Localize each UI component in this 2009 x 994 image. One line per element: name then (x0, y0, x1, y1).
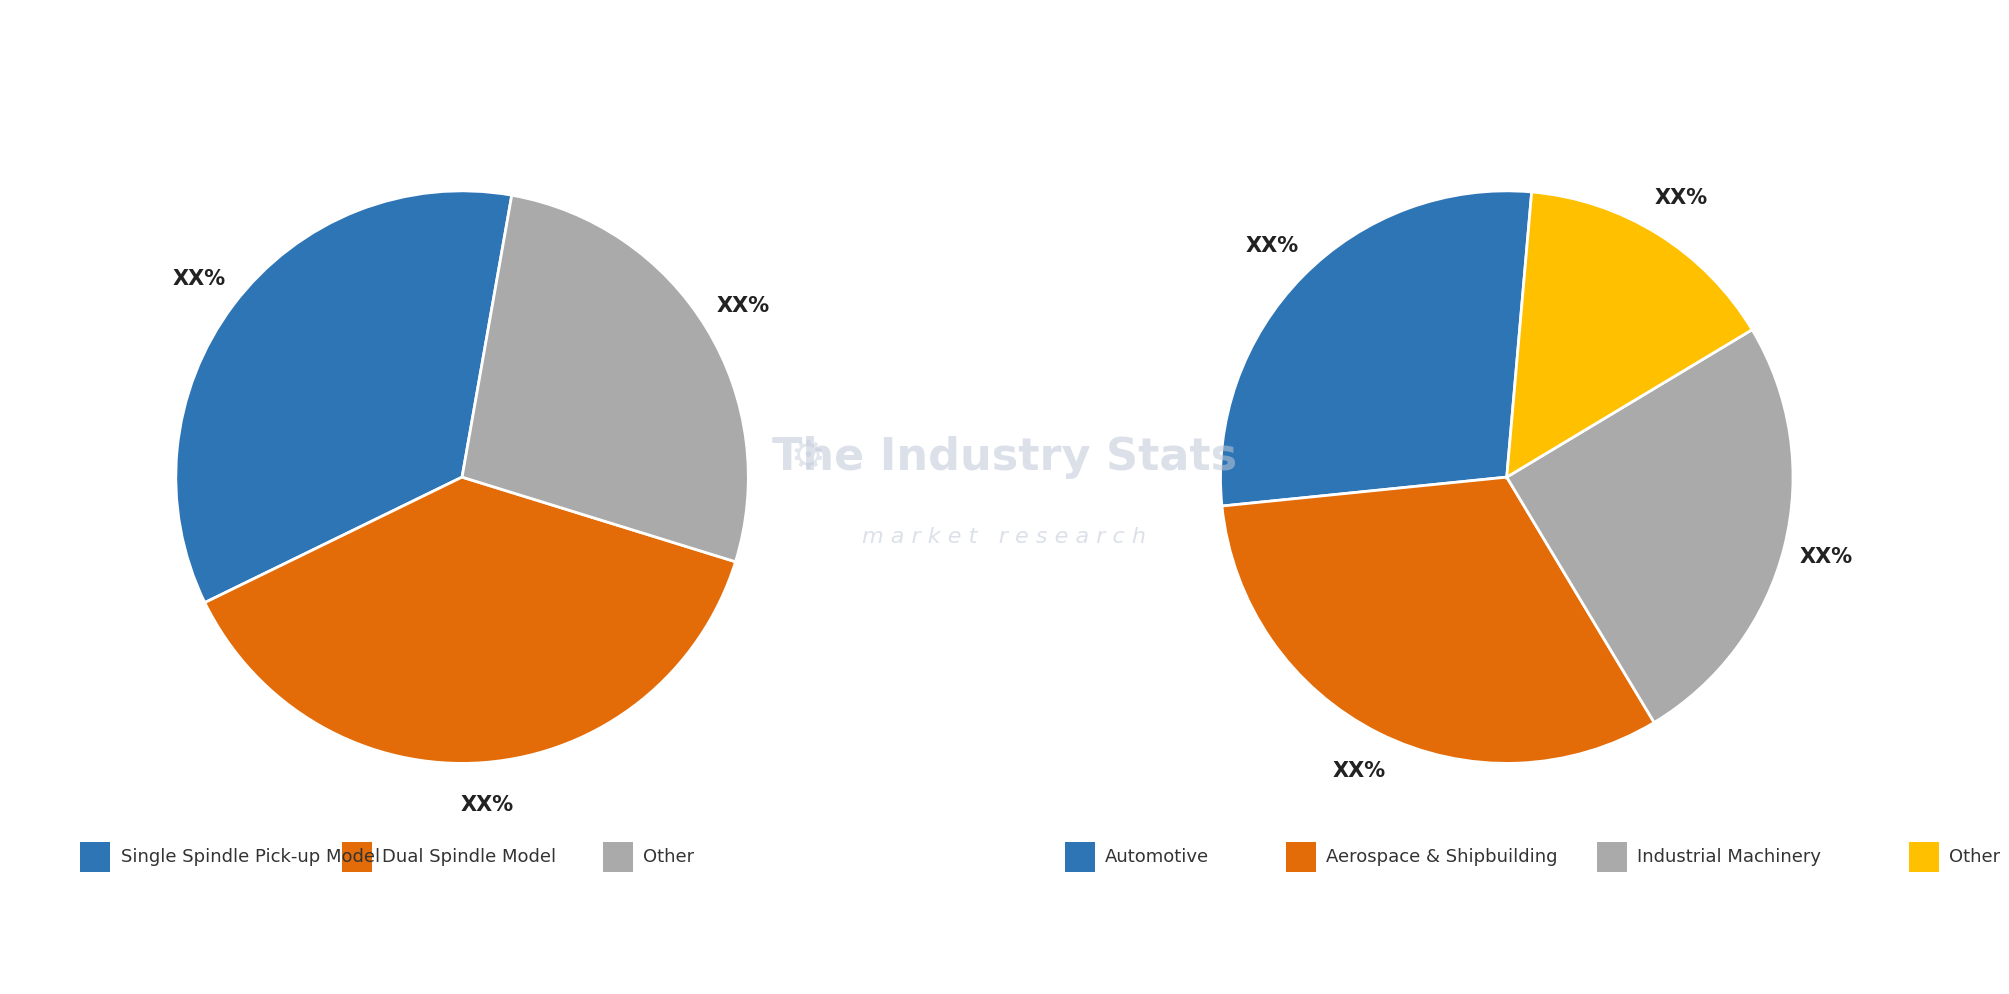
Bar (342, 842, 372, 872)
Wedge shape (1221, 191, 1531, 506)
Text: XX%: XX% (1800, 547, 1852, 567)
Wedge shape (1507, 192, 1752, 477)
Bar (1286, 842, 1316, 872)
Bar (603, 842, 633, 872)
Text: XX%: XX% (1246, 236, 1300, 256)
Wedge shape (205, 477, 735, 763)
Bar (1065, 842, 1095, 872)
Wedge shape (462, 195, 747, 562)
Text: XX%: XX% (173, 269, 225, 289)
Wedge shape (177, 191, 512, 602)
Text: Source: Theindustrystats Analysis: Source: Theindustrystats Analysis (20, 947, 340, 966)
Text: Industrial Machinery: Industrial Machinery (1637, 849, 1822, 867)
Bar (80, 842, 110, 872)
Text: Fig. Global Vertical Turning Machine Market Share by Product Types & Application: Fig. Global Vertical Turning Machine Mar… (24, 48, 1183, 72)
Text: Website: www.theindustrystats.com: Website: www.theindustrystats.com (1597, 947, 1939, 966)
Text: XX%: XX% (460, 795, 514, 815)
Bar (1597, 842, 1627, 872)
Text: The Industry Stats: The Industry Stats (771, 435, 1238, 479)
Wedge shape (1221, 477, 1653, 763)
Text: Dual Spindle Model: Dual Spindle Model (382, 849, 556, 867)
Text: XX%: XX% (1332, 761, 1386, 781)
Text: Other: Other (643, 849, 693, 867)
Text: Other: Other (1949, 849, 1999, 867)
Text: Aerospace & Shipbuilding: Aerospace & Shipbuilding (1326, 849, 1557, 867)
Text: m a r k e t   r e s e a r c h: m a r k e t r e s e a r c h (862, 527, 1147, 547)
Text: XX%: XX% (717, 295, 769, 316)
Text: ⚙: ⚙ (790, 438, 826, 476)
Bar (1909, 842, 1939, 872)
Text: Single Spindle Pick-up Model: Single Spindle Pick-up Model (121, 849, 380, 867)
Text: Email: sales@theindustrystats.com: Email: sales@theindustrystats.com (599, 947, 928, 966)
Text: XX%: XX% (1655, 188, 1708, 208)
Text: Automotive: Automotive (1105, 849, 1209, 867)
Wedge shape (1507, 330, 1792, 723)
